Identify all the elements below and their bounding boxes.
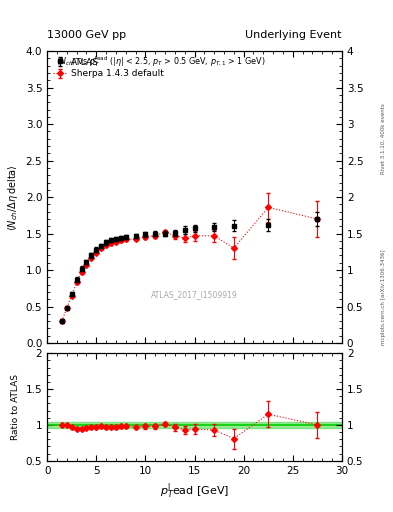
Bar <box>47 422 342 428</box>
Text: 13000 GeV pp: 13000 GeV pp <box>47 30 126 40</box>
Text: ATLAS_2017_I1509919: ATLAS_2017_I1509919 <box>151 290 238 299</box>
Text: Rivet 3.1.10, 400k events: Rivet 3.1.10, 400k events <box>381 103 386 174</box>
Text: $\langle N_{ch}\rangle$ vs $p_T^{\rm lead}$ ($|\eta|$ < 2.5, $p_T$ > 0.5 GeV, $p: $\langle N_{ch}\rangle$ vs $p_T^{\rm lea… <box>56 54 266 69</box>
Y-axis label: Ratio to ATLAS: Ratio to ATLAS <box>11 374 20 440</box>
Text: mcplots.cern.ch [arXiv:1306.3436]: mcplots.cern.ch [arXiv:1306.3436] <box>381 249 386 345</box>
X-axis label: $p_T^{\rm l}$ead [GeV]: $p_T^{\rm l}$ead [GeV] <box>160 481 229 501</box>
Legend: ATLAS, Sherpa 1.4.3 default: ATLAS, Sherpa 1.4.3 default <box>51 56 165 80</box>
Text: Underlying Event: Underlying Event <box>245 30 342 40</box>
Y-axis label: $\langle N_{ch} / \Delta\eta\,\mathrm{delta}\rangle$: $\langle N_{ch} / \Delta\eta\,\mathrm{de… <box>6 164 20 230</box>
